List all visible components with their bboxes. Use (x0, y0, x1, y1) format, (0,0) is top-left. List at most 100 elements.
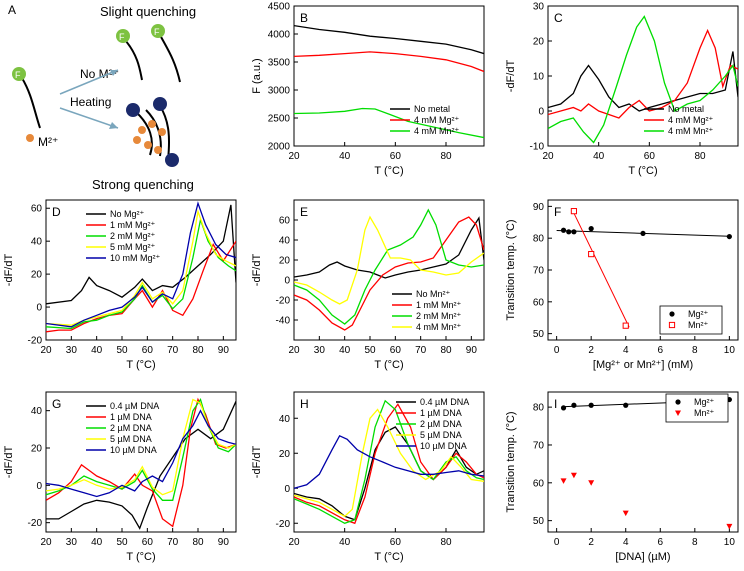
x-tick-label: 8 (692, 345, 698, 356)
legend-label: 0.4 µM DNA (420, 397, 469, 407)
legend-label: 2 mM Mg²⁺ (110, 231, 156, 241)
panel-i-chart: I 0 2 4 6 8 10 50 60 70 80 [DNA] (µM) Transition tem… (505, 391, 739, 563)
series-line (46, 201, 236, 328)
y-tick-label: 3500 (268, 58, 291, 69)
x-tick-label: 40 (91, 345, 103, 356)
panel-f-chart: F 0 2 4 6 8 10 50 60 70 80 90 [Mg²⁺ or Mn²⁺] (mM) Tra… (505, 199, 739, 371)
y-tick-label: 70 (533, 440, 545, 451)
legend-label: No Mn²⁺ (416, 289, 451, 299)
y-tick-label: -20 (28, 518, 43, 529)
legend-label: 4 mM Mg²⁺ (414, 115, 460, 125)
y-tick-label: 3000 (268, 86, 291, 97)
legend-label: 2 mM Mn²⁺ (416, 311, 462, 321)
series-line (294, 408, 484, 518)
y-tick-label: 40 (279, 236, 291, 247)
quenched-dye-icon (126, 103, 140, 117)
series-line (294, 51, 484, 73)
x-tick-label: 50 (116, 537, 128, 548)
y-axis-label: -dF/dT (505, 60, 517, 93)
data-point (623, 402, 629, 408)
data-point (588, 480, 595, 486)
metal-ion-icon (26, 134, 34, 142)
legend-label: 10 µM DNA (420, 441, 467, 451)
data-point (726, 523, 733, 530)
data-point (566, 229, 572, 235)
legend-label: 4 mM Mn²⁺ (414, 126, 460, 136)
y-tick-label: 4000 (268, 30, 291, 41)
x-tick-label: 6 (657, 345, 663, 356)
series-line (294, 399, 484, 525)
y-tick-label: 50 (533, 516, 545, 527)
legend-label: 1 µM DNA (420, 408, 462, 418)
data-point (560, 405, 567, 411)
x-tick-label: 20 (40, 345, 52, 356)
data-point (622, 322, 629, 329)
x-tick-label: 20 (40, 537, 52, 548)
legend-marker (675, 399, 681, 405)
x-tick-label: 4 (623, 537, 629, 548)
panel-label: G (52, 397, 61, 411)
dye-letter: F (154, 27, 160, 37)
panel-g-chart: G 20 30 40 50 60 70 80 90 -20 0 20 40 T (°C) -dF/dT 0.4… (3, 391, 237, 563)
x-tick-label: 80 (440, 151, 452, 162)
arrow-down (59, 107, 119, 129)
series-line (46, 240, 236, 333)
panel-b-chart: B 20 40 60 80 2000 2500 3000 3500 4000 4500 T (°C) F… (251, 2, 485, 177)
y-tick-label: 30 (533, 2, 545, 13)
y-tick-label: 20 (31, 444, 43, 455)
x-axis-label: T (°C) (374, 165, 403, 177)
x-tick-label: 30 (314, 345, 326, 356)
x-tick-label: 20 (288, 537, 300, 548)
x-tick-label: 90 (218, 537, 230, 548)
legend-label: No metal (414, 104, 450, 114)
dna-strand (21, 77, 41, 129)
x-tick-label: 30 (66, 345, 78, 356)
panel-label: C (554, 11, 563, 25)
legend-marker (669, 311, 675, 317)
y-tick-label: 80 (533, 403, 545, 414)
x-tick-label: 60 (390, 151, 402, 162)
x-tick-label: 80 (694, 151, 706, 162)
x-tick-label: 6 (657, 537, 663, 548)
x-tick-label: 60 (390, 345, 402, 356)
x-tick-label: 80 (192, 537, 204, 548)
no-metal-label: No M²⁺ (80, 67, 119, 81)
plot-frame (547, 5, 739, 147)
x-axis-label: [DNA] (µM) (615, 551, 670, 563)
x-tick-label: 30 (66, 537, 78, 548)
y-tick-label: 60 (533, 297, 545, 308)
dna-strand (135, 111, 153, 156)
y-tick-label: 50 (533, 329, 545, 340)
x-tick-label: 50 (116, 345, 128, 356)
x-tick-label: 70 (167, 537, 179, 548)
dye-letter: F (119, 32, 125, 42)
x-tick-label: 40 (339, 537, 351, 548)
legend-marker (668, 321, 676, 329)
y-tick-label: 10 (533, 72, 545, 83)
plot-frame (293, 5, 485, 147)
panel-e-chart: E 20 30 40 50 60 70 80 90 -40 -20 0 20 40 60 T (°C) -dF/… (251, 199, 485, 371)
x-tick-label: 40 (339, 151, 351, 162)
y-tick-label: 20 (31, 270, 43, 281)
legend-box (665, 393, 729, 423)
plot-frame (293, 391, 485, 533)
data-point (570, 208, 578, 215)
y-axis-label: F (a.u.) (251, 58, 263, 93)
data-point (588, 226, 594, 232)
panel-label: E (300, 205, 308, 219)
y-tick-label: 80 (533, 234, 545, 245)
metal-ion-label: M²⁺ (38, 135, 58, 149)
y-axis-label: -dF/dT (251, 446, 263, 479)
legend-box (659, 305, 723, 335)
series-line (294, 403, 484, 525)
legend-label: 4 mM Mn²⁺ (416, 322, 462, 332)
legend-label: Mn²⁺ (688, 320, 708, 330)
legend-label: 1 µM DNA (110, 412, 152, 422)
legend-label: 5 mM Mg²⁺ (110, 242, 156, 252)
dye-icon (151, 24, 165, 38)
panel-label: H (300, 397, 309, 411)
x-axis-label: [Mg²⁺ or Mn²⁺] (mM) (593, 359, 693, 371)
